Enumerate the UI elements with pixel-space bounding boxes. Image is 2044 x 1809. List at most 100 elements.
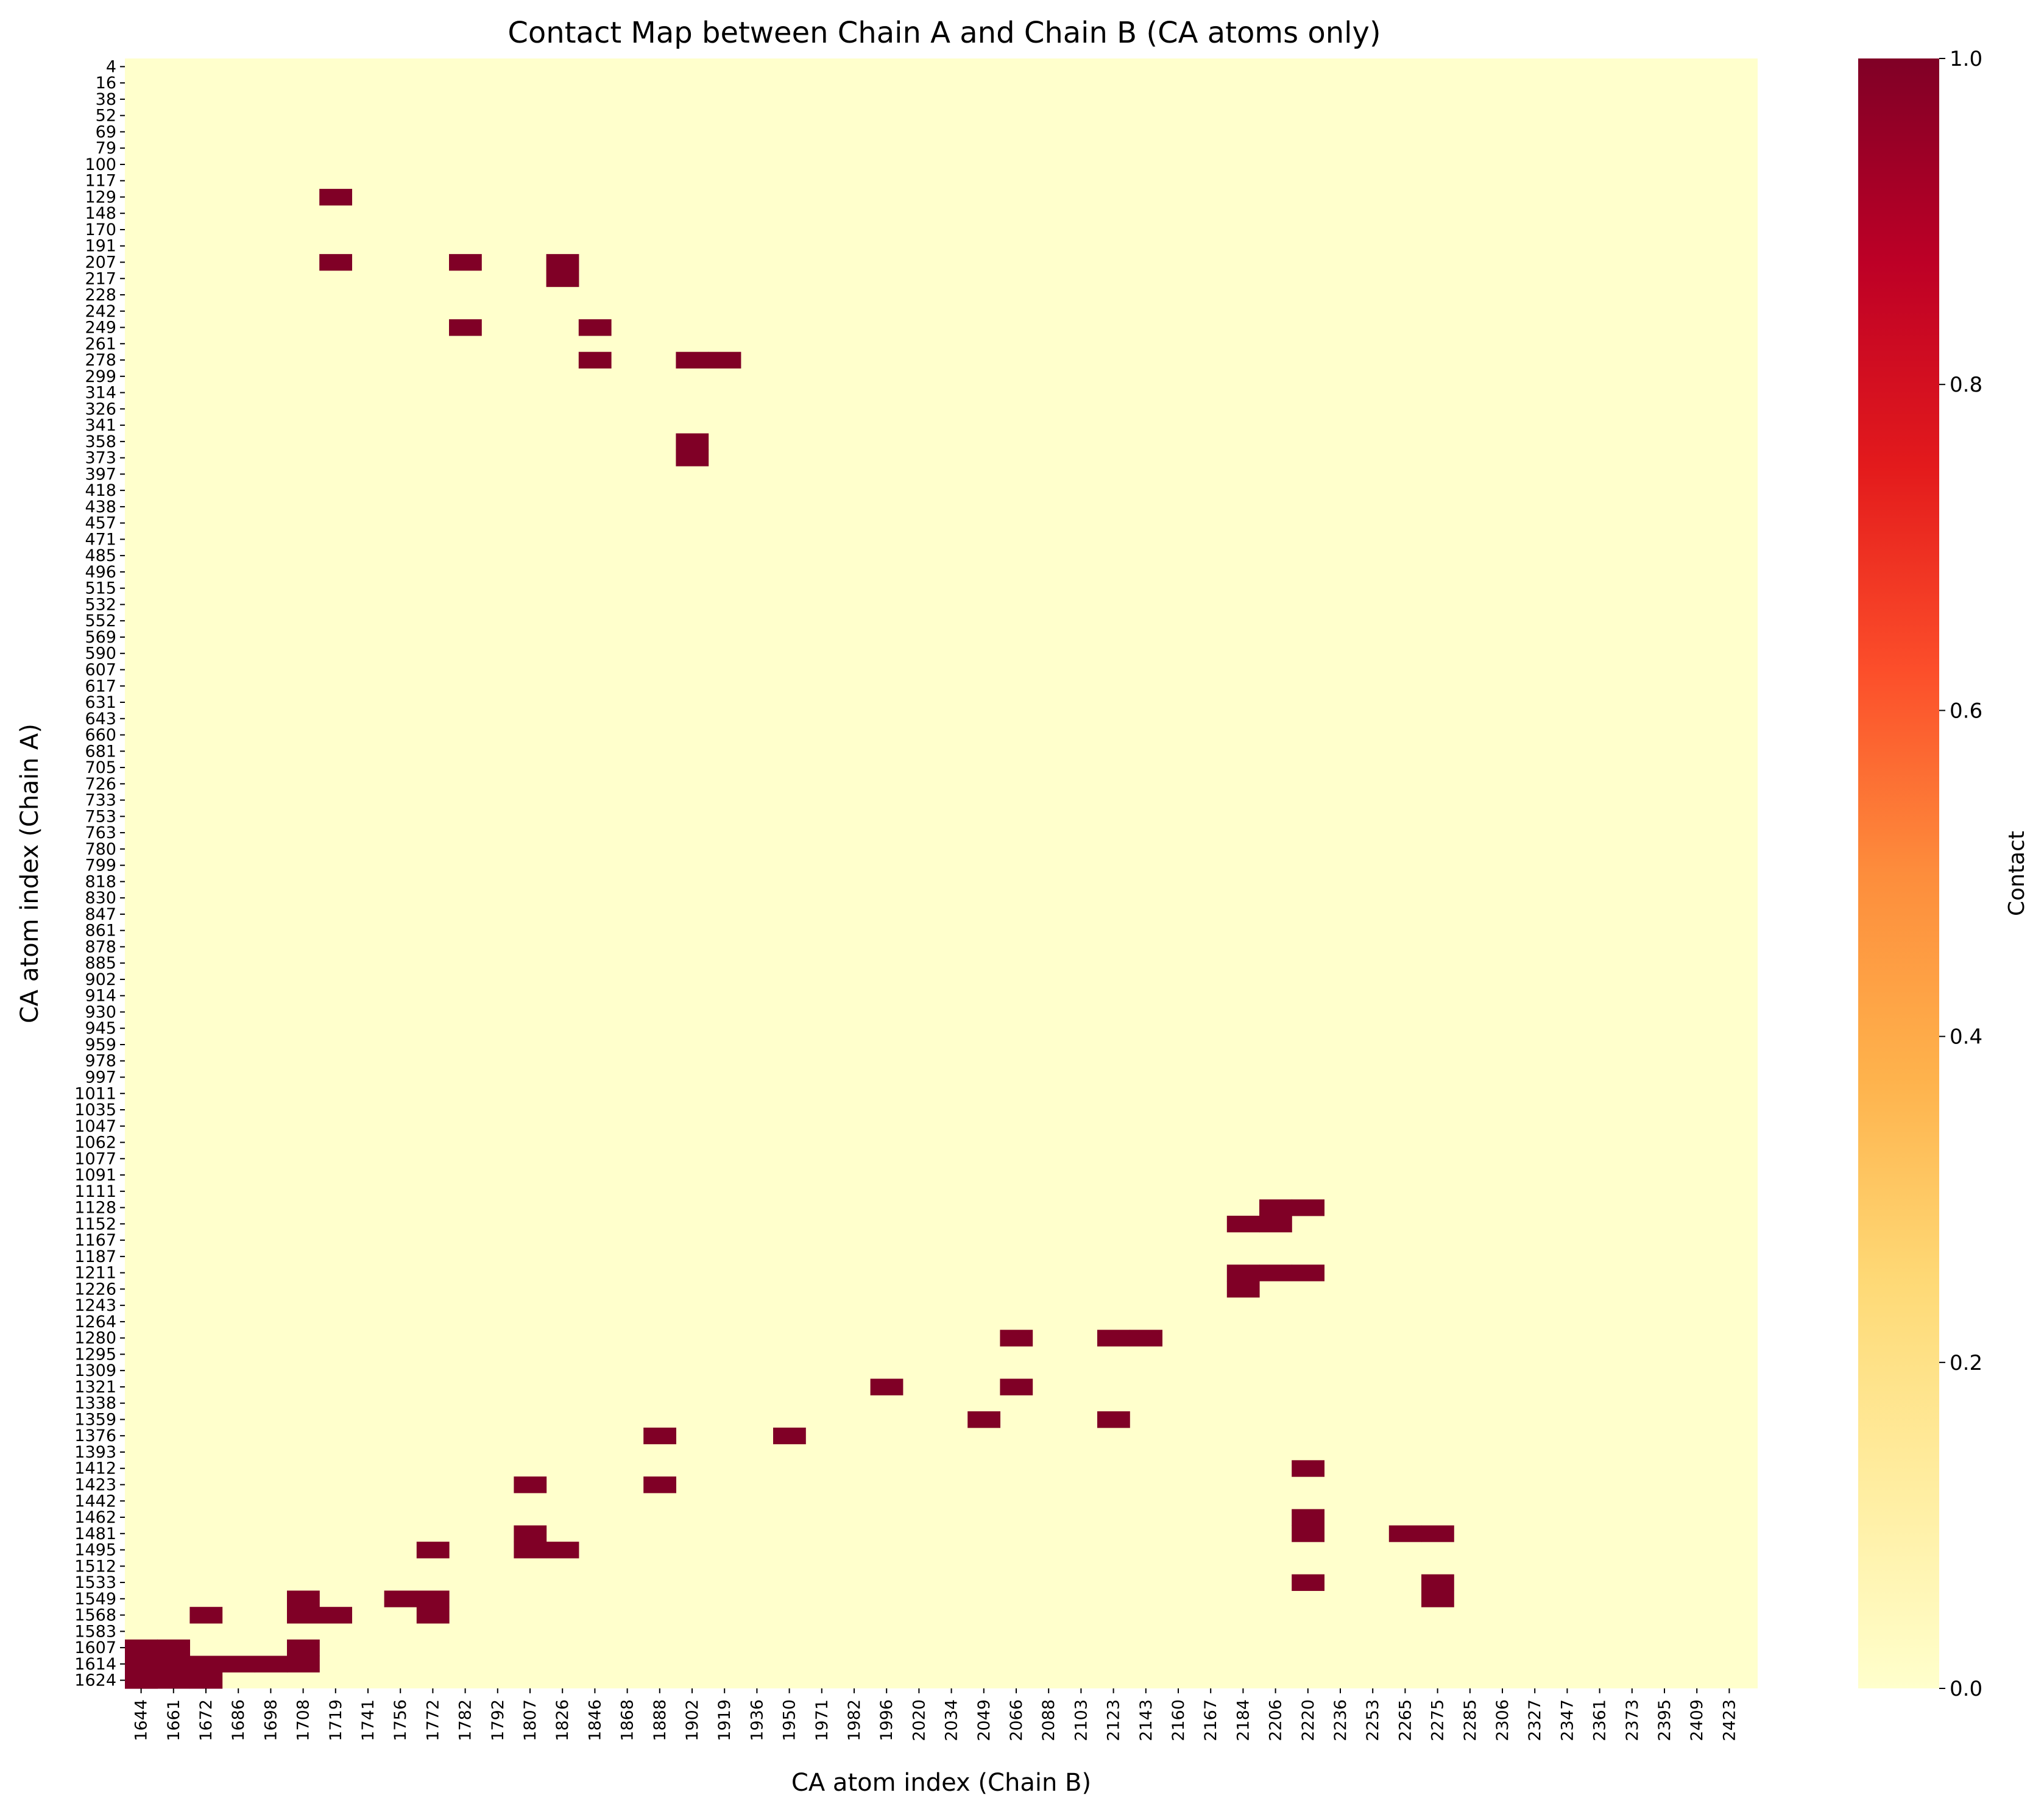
contact-cell <box>416 1542 450 1559</box>
x-tick-label: 2409 <box>1688 1699 1706 1741</box>
colorbar-tick-label: 0.6 <box>1950 699 1982 723</box>
contact-cell <box>773 1427 806 1445</box>
y-tick-label: 1111 <box>74 1182 116 1201</box>
y-tick-label: 959 <box>85 1035 116 1054</box>
x-tick-label: 1919 <box>715 1699 734 1741</box>
y-tick-label: 397 <box>85 465 116 484</box>
y-tick-label: 1624 <box>74 1671 116 1690</box>
y-tick-label: 885 <box>85 954 116 973</box>
y-tick-label: 1211 <box>74 1264 116 1283</box>
y-tick-label: 358 <box>85 432 116 451</box>
x-tick-label: 2423 <box>1720 1699 1739 1741</box>
x-tick-label: 1672 <box>197 1699 216 1741</box>
contact-cell <box>189 1672 223 1689</box>
contact-cell <box>514 1542 547 1559</box>
y-tick-label: 1280 <box>74 1329 116 1348</box>
y-tick-label: 1376 <box>74 1426 116 1445</box>
contact-cell <box>449 254 482 271</box>
contact-cell <box>676 351 709 368</box>
y-tick-label: 1549 <box>74 1590 116 1609</box>
y-tick-label: 733 <box>85 791 116 810</box>
x-tick-label: 2275 <box>1429 1699 1448 1741</box>
x-tick-label: 1826 <box>553 1699 572 1741</box>
contact-cell <box>319 189 352 206</box>
y-tick-label: 438 <box>85 498 116 517</box>
x-tick-label: 2160 <box>1169 1699 1188 1741</box>
y-tick-label: 607 <box>85 661 116 680</box>
contact-cell <box>676 433 709 450</box>
contact-cell <box>319 1607 352 1624</box>
contact-cell <box>546 1542 579 1559</box>
contact-cell <box>287 1590 320 1607</box>
y-tick-label: 532 <box>85 595 116 614</box>
y-axis-ticks: 4163852697910011712914817019120721722824… <box>74 57 125 1690</box>
y-tick-label: 1243 <box>74 1296 116 1315</box>
y-tick-label: 978 <box>85 1052 116 1071</box>
contact-cell <box>1226 1215 1260 1233</box>
x-tick-label: 2184 <box>1234 1699 1253 1741</box>
y-tick-label: 1091 <box>74 1166 116 1185</box>
x-axis-label: CA atom index (Chain B) <box>791 1769 1091 1797</box>
y-tick-label: 552 <box>85 612 116 630</box>
y-tick-label: 148 <box>85 204 116 223</box>
contact-cell <box>125 1639 158 1657</box>
y-tick-label: 457 <box>85 514 116 533</box>
contact-cell <box>287 1656 320 1673</box>
contact-cell <box>1421 1590 1454 1607</box>
y-tick-label: 191 <box>85 237 116 256</box>
contact-cell <box>449 319 482 336</box>
contact-cell <box>1130 1330 1162 1347</box>
x-tick-label: 1846 <box>585 1699 604 1741</box>
y-tick-label: 1423 <box>74 1476 116 1495</box>
y-tick-label: 496 <box>85 563 116 582</box>
y-tick-label: 69 <box>96 122 116 141</box>
y-tick-label: 1533 <box>74 1573 116 1592</box>
x-tick-label: 1698 <box>261 1699 280 1741</box>
x-tick-label: 2066 <box>1007 1699 1026 1741</box>
x-tick-label: 2395 <box>1655 1699 1674 1741</box>
y-tick-label: 861 <box>85 922 116 940</box>
x-tick-label: 2285 <box>1461 1699 1480 1741</box>
y-tick-label: 1495 <box>74 1541 116 1560</box>
contact-cell <box>1226 1264 1260 1282</box>
chart-title: Contact Map between Chain A and Chain B … <box>507 16 1381 50</box>
y-tick-label: 1187 <box>74 1247 116 1266</box>
contact-cell <box>1292 1574 1324 1591</box>
contact-cell <box>189 1607 223 1624</box>
heatmap-background <box>125 58 1758 1688</box>
y-tick-label: 1442 <box>74 1492 116 1511</box>
y-tick-label: 878 <box>85 937 116 956</box>
x-tick-label: 1971 <box>813 1699 832 1741</box>
y-tick-label: 1393 <box>74 1443 116 1462</box>
x-tick-label: 2049 <box>975 1699 994 1741</box>
y-tick-label: 660 <box>85 726 116 745</box>
y-tick-label: 914 <box>85 987 116 1006</box>
y-tick-label: 830 <box>85 889 116 908</box>
y-tick-label: 129 <box>85 188 116 206</box>
y-tick-label: 799 <box>85 856 116 875</box>
x-tick-label: 2143 <box>1137 1699 1156 1741</box>
y-tick-label: 228 <box>85 286 116 305</box>
y-tick-label: 299 <box>85 367 116 386</box>
colorbar-tick-label: 0.8 <box>1950 373 1982 397</box>
x-tick-label: 1661 <box>164 1699 183 1741</box>
y-tick-label: 1462 <box>74 1508 116 1527</box>
x-tick-label: 1936 <box>748 1699 766 1741</box>
y-tick-label: 847 <box>85 905 116 924</box>
x-tick-label: 2347 <box>1558 1699 1577 1741</box>
contact-cell <box>125 1656 158 1673</box>
y-tick-label: 1309 <box>74 1361 116 1380</box>
contact-cell <box>1292 1264 1324 1282</box>
x-tick-label: 2167 <box>1201 1699 1220 1741</box>
y-tick-label: 38 <box>96 90 116 109</box>
x-tick-label: 2123 <box>1105 1699 1123 1741</box>
x-tick-label: 1902 <box>683 1699 702 1741</box>
y-tick-label: 1062 <box>74 1134 116 1152</box>
x-tick-label: 2220 <box>1299 1699 1318 1741</box>
colorbar-tick-label: 1.0 <box>1950 47 1982 71</box>
x-tick-label: 2088 <box>1039 1699 1058 1741</box>
x-tick-label: 1868 <box>618 1699 637 1741</box>
y-tick-label: 590 <box>85 644 116 663</box>
contact-cell <box>967 1411 1000 1428</box>
y-tick-label: 1128 <box>74 1199 116 1218</box>
